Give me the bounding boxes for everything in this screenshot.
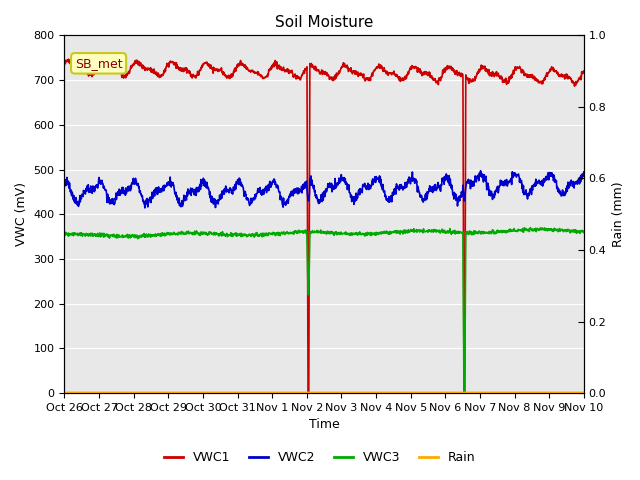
VWC1 [65, 56, 72, 62]
VWC2 [61, 180, 68, 185]
VWC2 [580, 169, 588, 175]
VWC1 [519, 69, 527, 75]
Rain [163, 390, 171, 396]
VWC3 [404, 227, 412, 232]
Rain [518, 390, 526, 396]
Line: VWC3: VWC3 [65, 228, 584, 393]
VWC2 [519, 190, 527, 195]
VWC1 [304, 390, 312, 396]
VWC3 [234, 233, 242, 239]
VWC3 [460, 390, 468, 396]
Rain [176, 390, 184, 396]
Text: SB_met: SB_met [75, 57, 122, 70]
VWC1 [580, 68, 588, 74]
VWC3 [518, 228, 526, 234]
VWC2 [477, 168, 484, 174]
Legend: VWC1, VWC2, VWC3, Rain: VWC1, VWC2, VWC3, Rain [159, 446, 481, 469]
Rain [472, 390, 480, 396]
VWC3 [473, 229, 481, 235]
VWC1 [473, 71, 481, 76]
Rain [404, 390, 412, 396]
VWC3 [527, 225, 534, 230]
VWC1 [234, 62, 242, 68]
VWC2 [473, 174, 481, 180]
VWC2 [164, 182, 172, 188]
VWC2 [177, 201, 184, 207]
X-axis label: Time: Time [308, 419, 339, 432]
VWC1 [177, 66, 184, 72]
VWC1 [61, 58, 68, 64]
VWC3 [163, 231, 171, 237]
VWC2 [405, 179, 413, 184]
Line: VWC1: VWC1 [65, 59, 584, 393]
Rain [580, 390, 588, 396]
VWC1 [164, 61, 172, 67]
VWC2 [234, 179, 242, 184]
Title: Soil Moisture: Soil Moisture [275, 15, 373, 30]
VWC2 [141, 205, 148, 211]
Y-axis label: Rain (mm): Rain (mm) [612, 181, 625, 247]
Rain [234, 390, 242, 396]
VWC3 [580, 229, 588, 235]
Rain [61, 390, 68, 396]
Line: VWC2: VWC2 [65, 171, 584, 208]
VWC3 [176, 229, 184, 235]
VWC3 [61, 231, 68, 237]
Y-axis label: VWC (mV): VWC (mV) [15, 182, 28, 246]
VWC1 [405, 68, 413, 74]
